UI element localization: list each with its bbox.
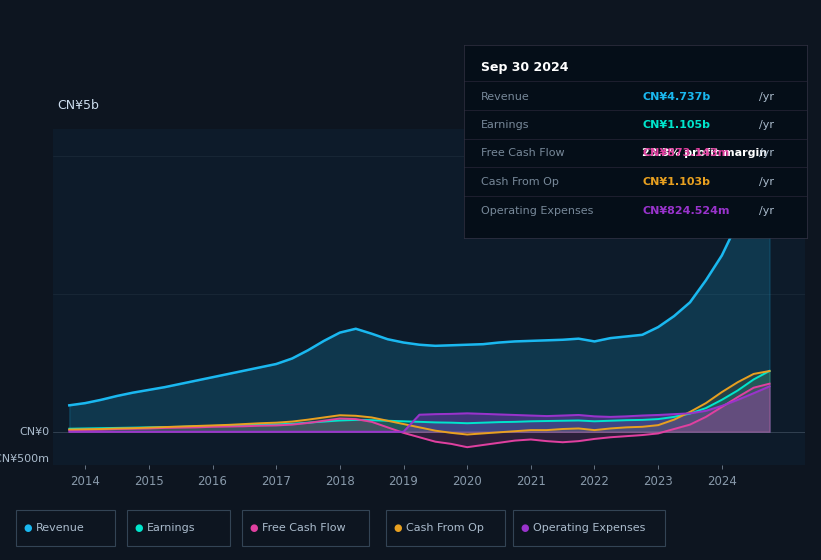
Text: CN¥1.103b: CN¥1.103b xyxy=(642,177,710,187)
Text: ●: ● xyxy=(24,523,32,533)
Text: CN¥824.524m: CN¥824.524m xyxy=(642,206,730,216)
Text: CN¥4.737b: CN¥4.737b xyxy=(642,92,710,102)
Text: ●: ● xyxy=(393,523,401,533)
Text: Sep 30 2024: Sep 30 2024 xyxy=(481,62,568,74)
Text: Cash From Op: Cash From Op xyxy=(406,523,484,533)
Text: /yr: /yr xyxy=(759,206,774,216)
Text: Free Cash Flow: Free Cash Flow xyxy=(262,523,346,533)
Text: ●: ● xyxy=(250,523,258,533)
Text: CN¥0: CN¥0 xyxy=(20,427,49,437)
Text: /yr: /yr xyxy=(759,92,774,102)
Text: CN¥5b: CN¥5b xyxy=(57,99,99,112)
Text: Earnings: Earnings xyxy=(481,120,530,130)
Text: /yr: /yr xyxy=(759,177,774,187)
Text: CN¥1.105b: CN¥1.105b xyxy=(642,120,710,130)
Text: Earnings: Earnings xyxy=(147,523,195,533)
Text: /yr: /yr xyxy=(759,120,774,130)
Text: Revenue: Revenue xyxy=(36,523,85,533)
Text: Free Cash Flow: Free Cash Flow xyxy=(481,148,565,158)
Text: ●: ● xyxy=(135,523,143,533)
Text: -CN¥500m: -CN¥500m xyxy=(0,454,49,464)
Text: Cash From Op: Cash From Op xyxy=(481,177,559,187)
Text: /yr: /yr xyxy=(759,148,774,158)
Text: Operating Expenses: Operating Expenses xyxy=(481,206,594,216)
Text: Operating Expenses: Operating Expenses xyxy=(533,523,645,533)
Text: CN¥873.143m: CN¥873.143m xyxy=(642,148,730,158)
Text: 23.3% profit margin: 23.3% profit margin xyxy=(642,148,768,158)
Text: Revenue: Revenue xyxy=(481,92,530,102)
Text: ●: ● xyxy=(521,523,529,533)
